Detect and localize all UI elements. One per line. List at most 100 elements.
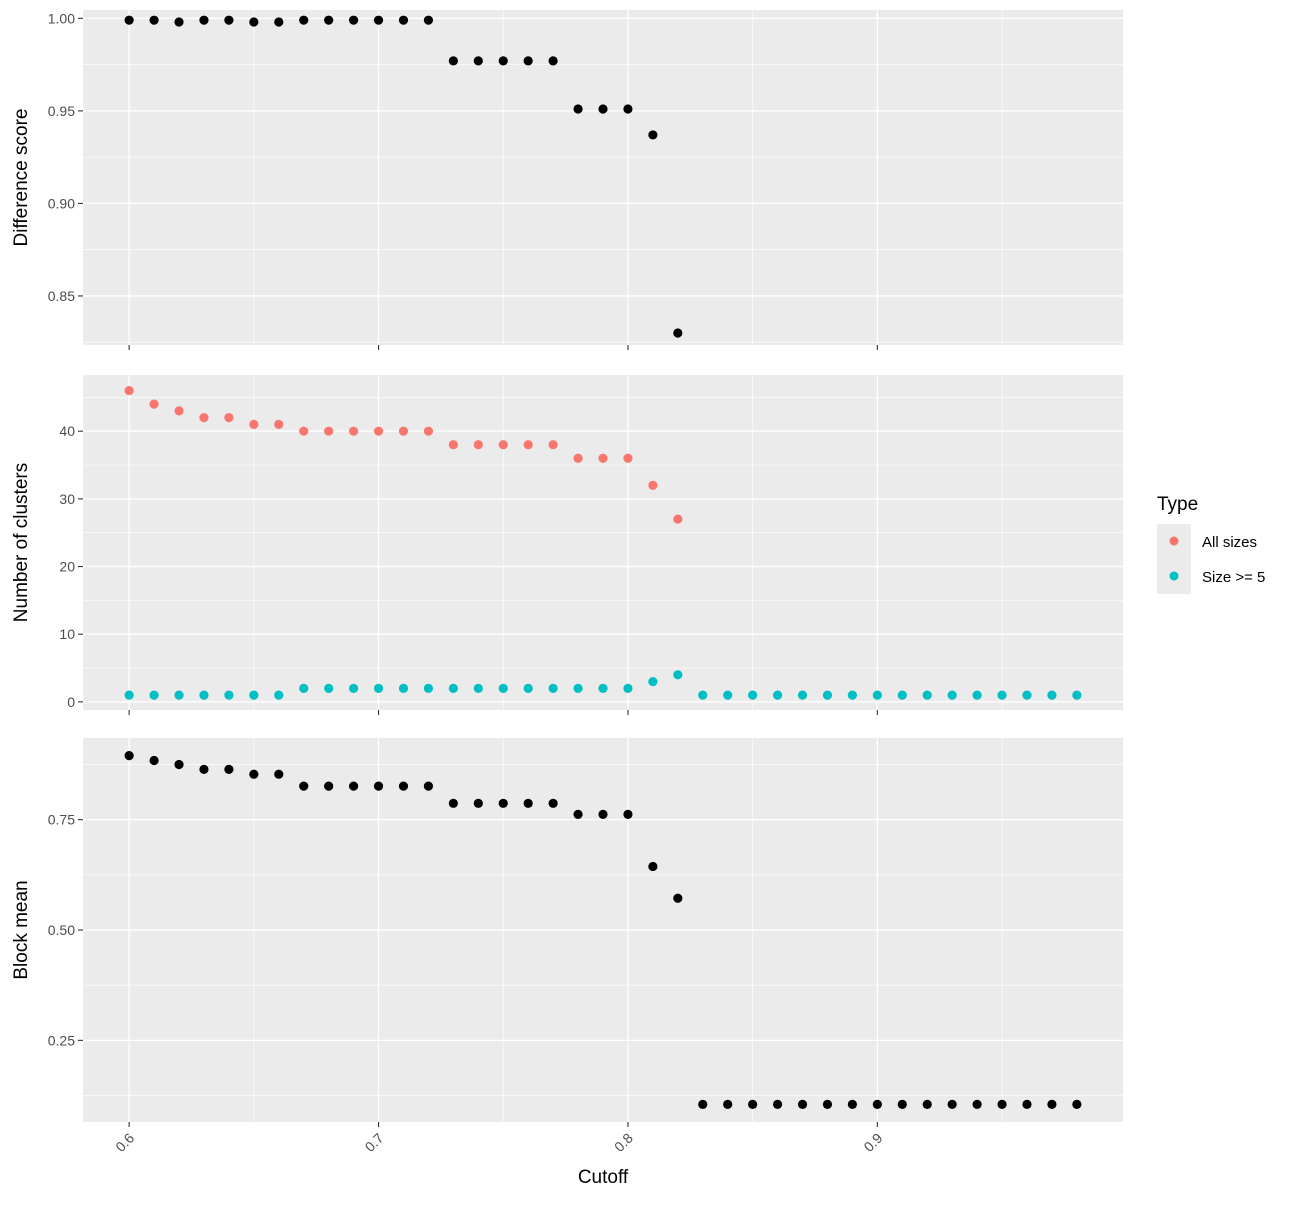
data-point [174,17,184,27]
data-point [648,130,658,140]
data-point [199,413,209,423]
data-point [847,690,858,700]
data-point [423,683,434,693]
y-tick-label: 30 [59,491,75,507]
data-point [997,690,1007,700]
data-point [673,514,683,524]
data-point [398,15,409,25]
data-point [972,1099,982,1109]
data-point [149,399,159,409]
data-point [772,690,783,700]
data-point [199,15,209,25]
series-top [124,15,683,338]
panel-background [83,375,1123,710]
data-point [548,56,558,66]
y-axis-title-middle: Number of clusters [11,463,32,622]
y-axis-title-bottom: Block mean [11,880,32,979]
data-point [548,683,558,693]
data-point [673,893,683,903]
data-point [523,440,533,450]
data-point [149,15,159,25]
data-point [498,56,508,66]
y-tick-label: 0.95 [48,103,75,119]
data-point [224,690,234,700]
data-point [124,385,134,396]
data-point [373,781,384,791]
data-point [473,798,483,808]
data-point [1072,1099,1082,1109]
data-point [498,683,508,693]
data-point [1072,690,1082,700]
x-tick-label: 0.7 [362,1130,387,1155]
data-point [573,683,583,693]
legend-label-size-ge-5: Size >= 5 [1202,569,1265,586]
data-point [598,453,608,463]
data-point [573,104,583,114]
data-point [897,1099,907,1109]
legend-key-size-ge-5 [1169,571,1179,581]
legend-key-all-sizes [1169,536,1179,546]
data-point [972,690,982,700]
data-point [324,781,334,791]
data-point [199,764,209,774]
y-tick-label: 20 [59,559,75,575]
y-tick-label: 0.50 [48,922,75,938]
data-point [922,1099,932,1109]
data-point [448,683,458,693]
data-point [423,781,434,791]
data-point [623,683,633,693]
panels: 0.85 0.90 0.95 1.00 Difference score 0 10 20 30 4… [11,10,1123,1155]
data-point [423,15,434,25]
legend-label-all-sizes: All sizes [1202,534,1257,551]
data-point [673,670,683,680]
data-point [174,759,184,770]
series-bottom [124,751,1082,1109]
data-point [822,690,833,700]
data-point [348,683,359,693]
data-point [348,781,359,791]
data-point [623,104,633,114]
data-point [149,690,159,700]
data-point [249,419,259,430]
data-point [723,1099,733,1109]
y-tick-label: 1.00 [48,10,75,26]
data-point [872,690,882,700]
data-point [1047,690,1057,700]
data-point [772,1099,783,1109]
x-axis-title: Cutoff [578,1167,629,1188]
series-size-ge-5 [124,670,1082,700]
data-point [673,328,683,338]
data-point [324,426,334,436]
y-axis-title-top: Difference score [11,109,32,247]
data-point [199,690,209,700]
y-tick-label: 40 [59,423,75,439]
data-point [324,683,334,693]
data-point [274,419,284,430]
data-point [723,690,733,700]
y-tick-label: 10 [59,626,75,642]
data-point [473,56,483,66]
data-point [598,683,608,693]
data-point [348,15,359,25]
data-point [124,751,134,761]
data-point [523,56,533,66]
data-point [373,683,384,693]
data-point [124,15,134,25]
data-point [548,798,558,808]
data-point [274,17,284,27]
data-point [598,104,608,114]
panel-background [83,10,1123,345]
x-tick-label: 0.6 [112,1130,137,1155]
data-point [623,809,633,819]
data-point [997,1099,1007,1109]
data-point [648,861,658,872]
data-point [448,440,458,450]
data-point [473,440,483,450]
data-point [523,798,533,808]
legend: Type All sizes Size >= 5 [1157,494,1265,594]
data-point [224,413,234,423]
panel-middle: 0 10 20 30 40 Number of clusters [11,375,1123,715]
data-point [423,426,434,436]
